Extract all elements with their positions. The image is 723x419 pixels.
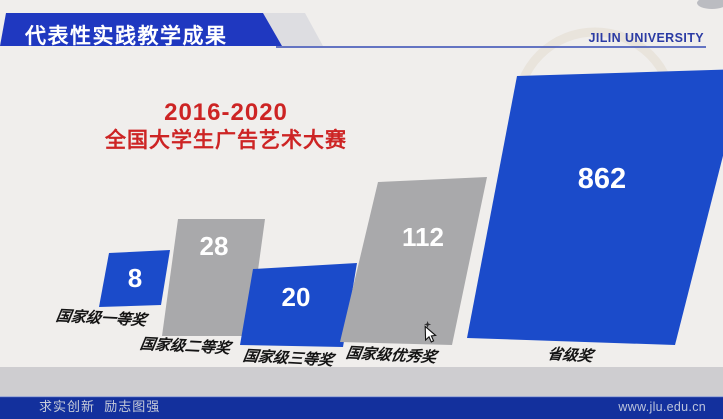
university-name: JILIN UNIVERSITY bbox=[588, 31, 704, 45]
footer-highlight-line bbox=[0, 396, 723, 398]
footer-website: www.jlu.edu.cn bbox=[618, 400, 706, 414]
value-label-excellence-prize: 112 bbox=[402, 222, 444, 252]
bar-national-second-prize bbox=[162, 219, 265, 336]
value-label-provincial-prize: 862 bbox=[577, 163, 627, 195]
chart-title: 2016-2020 全国大学生广告艺术大赛 bbox=[41, 99, 411, 154]
value-label-third-prize: 20 bbox=[281, 282, 311, 312]
footer-blue-bar bbox=[0, 397, 723, 419]
value-label-first-prize: 8 bbox=[127, 263, 143, 293]
mouse-cursor-icon bbox=[424, 321, 437, 343]
header-divider-line bbox=[276, 46, 706, 48]
footer-slogan: 求实创新 励志图强 bbox=[39, 399, 161, 414]
title-banner-shape bbox=[0, 13, 282, 46]
bar-national-excellence-prize bbox=[340, 177, 487, 345]
value-label-second-prize: 28 bbox=[199, 231, 229, 261]
chart-title-competition: 全国大学生广告艺术大赛 bbox=[105, 129, 347, 152]
corner-smudge bbox=[697, 0, 723, 9]
footer-gray-band bbox=[0, 367, 723, 397]
bar-provincial-prize bbox=[467, 69, 723, 345]
banner-echo-shape bbox=[263, 13, 323, 46]
bar-national-third-prize bbox=[240, 263, 357, 347]
chart-title-years: 2016-2020 bbox=[164, 99, 288, 126]
bar-national-first-prize bbox=[99, 250, 170, 307]
page-title: 代表性实践教学成果 bbox=[25, 25, 228, 48]
